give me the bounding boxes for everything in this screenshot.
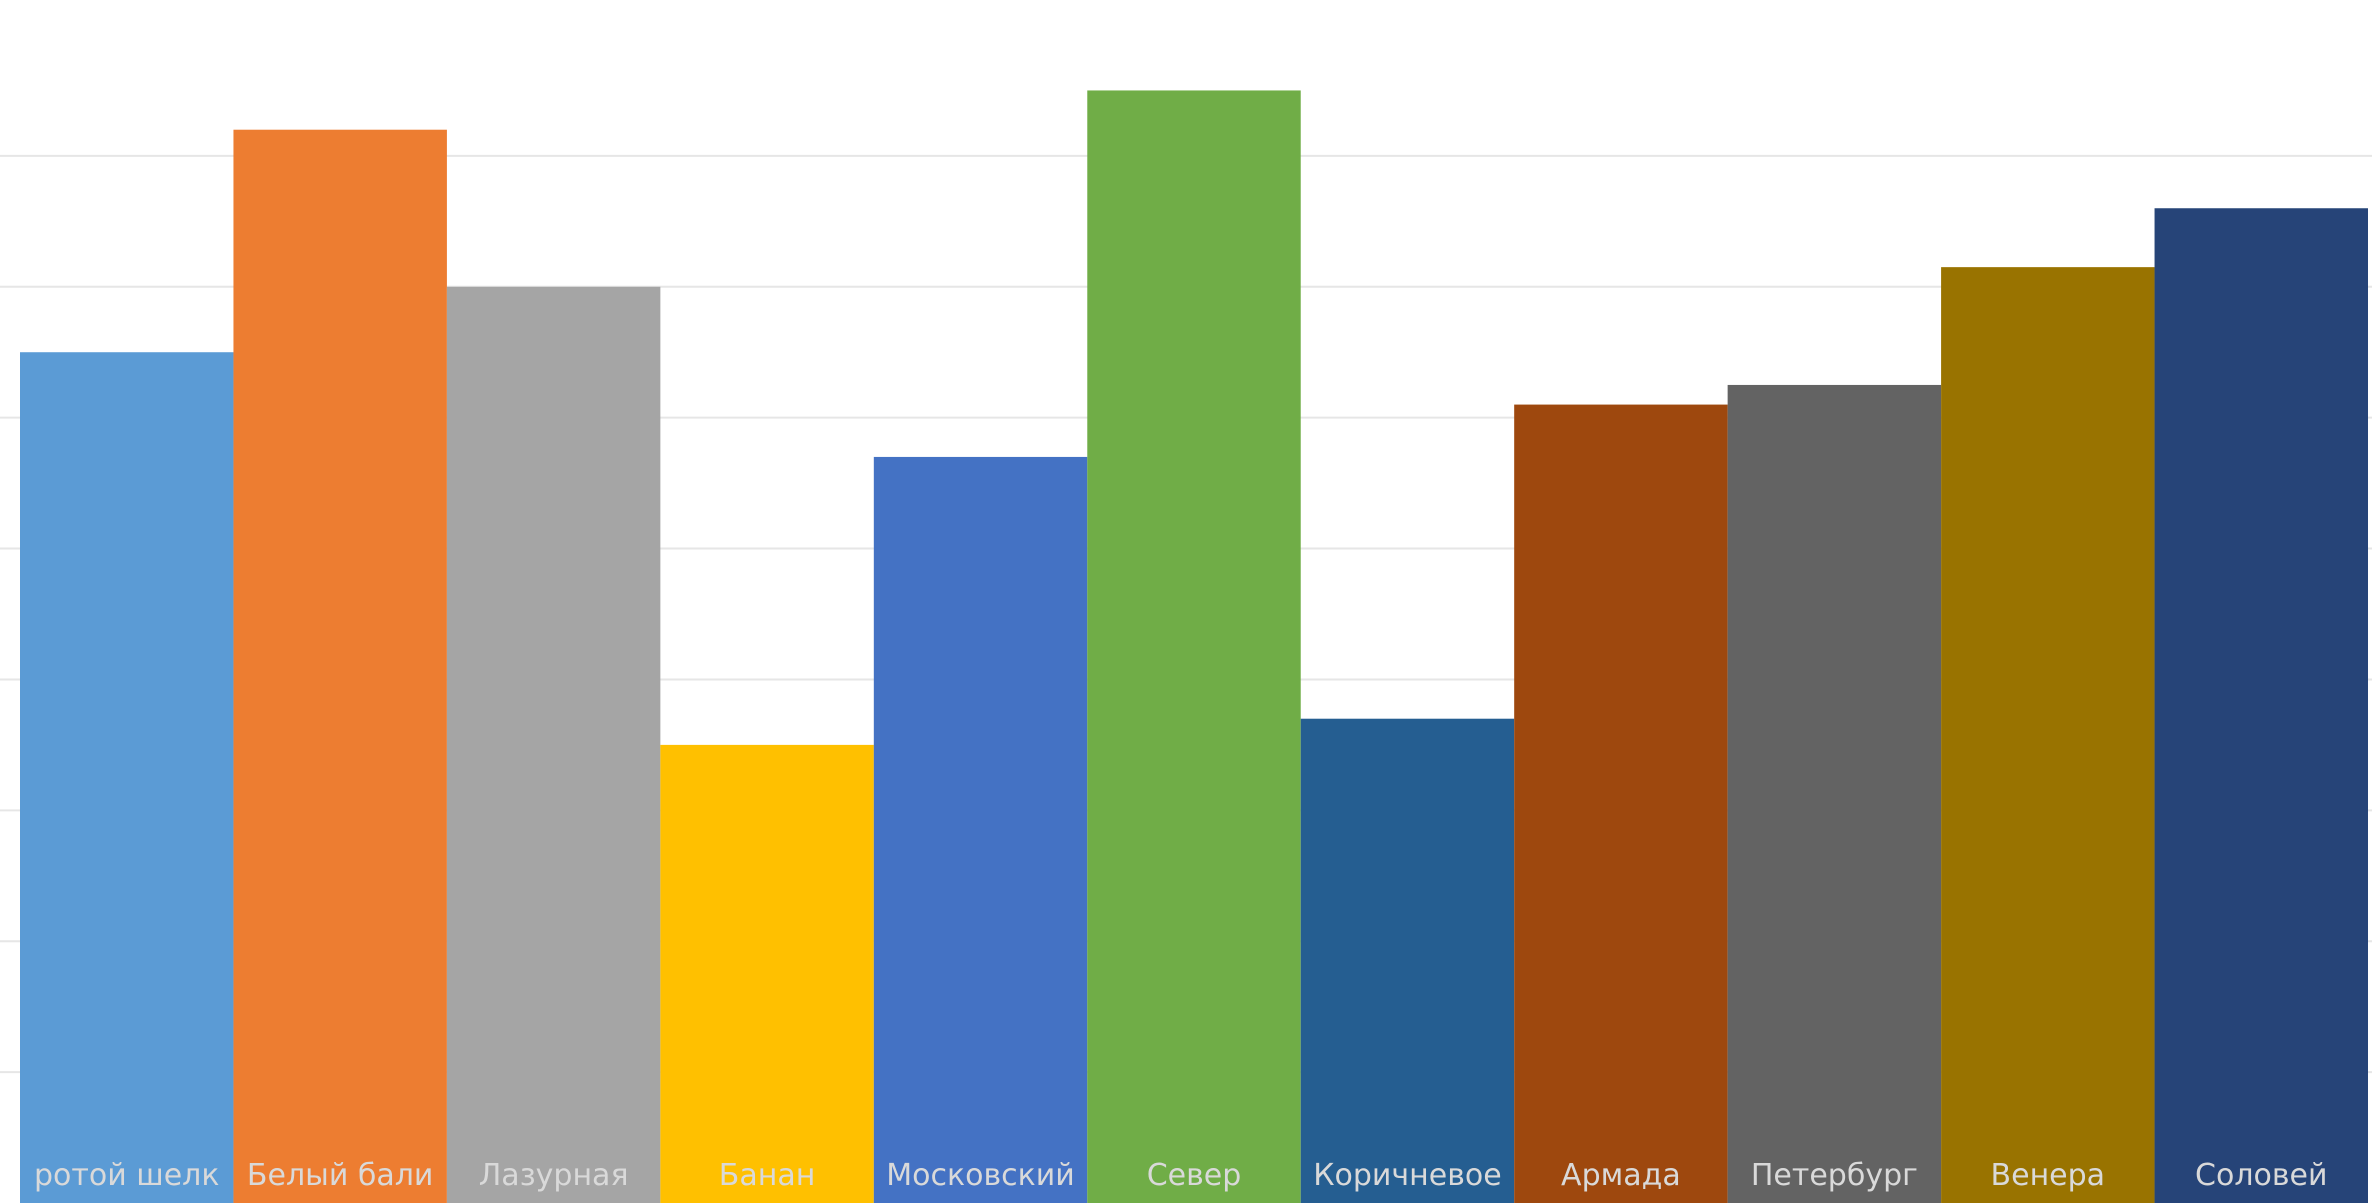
bar-data-label: Банан <box>719 1158 816 1193</box>
bar <box>1300 718 1515 1203</box>
bar <box>1941 267 2155 1203</box>
bar <box>20 352 234 1203</box>
bar-data-label: Соловей <box>2195 1158 2327 1193</box>
bar-data-label: Север <box>1147 1158 1242 1193</box>
bar-data-label: Белый бали <box>247 1158 434 1193</box>
bar-data-label: Московский <box>886 1158 1075 1193</box>
bar-data-label: Лазурная <box>479 1158 629 1193</box>
bar <box>233 129 447 1203</box>
data-labels: ротой шелк Белый бали Лазурная Банан Московс… <box>34 1158 2328 1193</box>
bar-data-label: ротой шелк <box>34 1158 219 1193</box>
bar-data-label: Коричневое <box>1313 1158 1501 1193</box>
bar <box>873 456 1088 1203</box>
bar-data-label: Венера <box>1991 1158 2106 1193</box>
bar <box>2154 208 2368 1203</box>
bar <box>660 744 874 1203</box>
bar <box>446 286 661 1203</box>
bar <box>1087 90 1301 1203</box>
bar <box>1727 384 1942 1203</box>
bars <box>20 90 2368 1203</box>
bar-data-label: Армада <box>1561 1158 1681 1193</box>
bar-data-label: Петербург <box>1751 1158 1918 1193</box>
bar <box>1514 404 1728 1203</box>
